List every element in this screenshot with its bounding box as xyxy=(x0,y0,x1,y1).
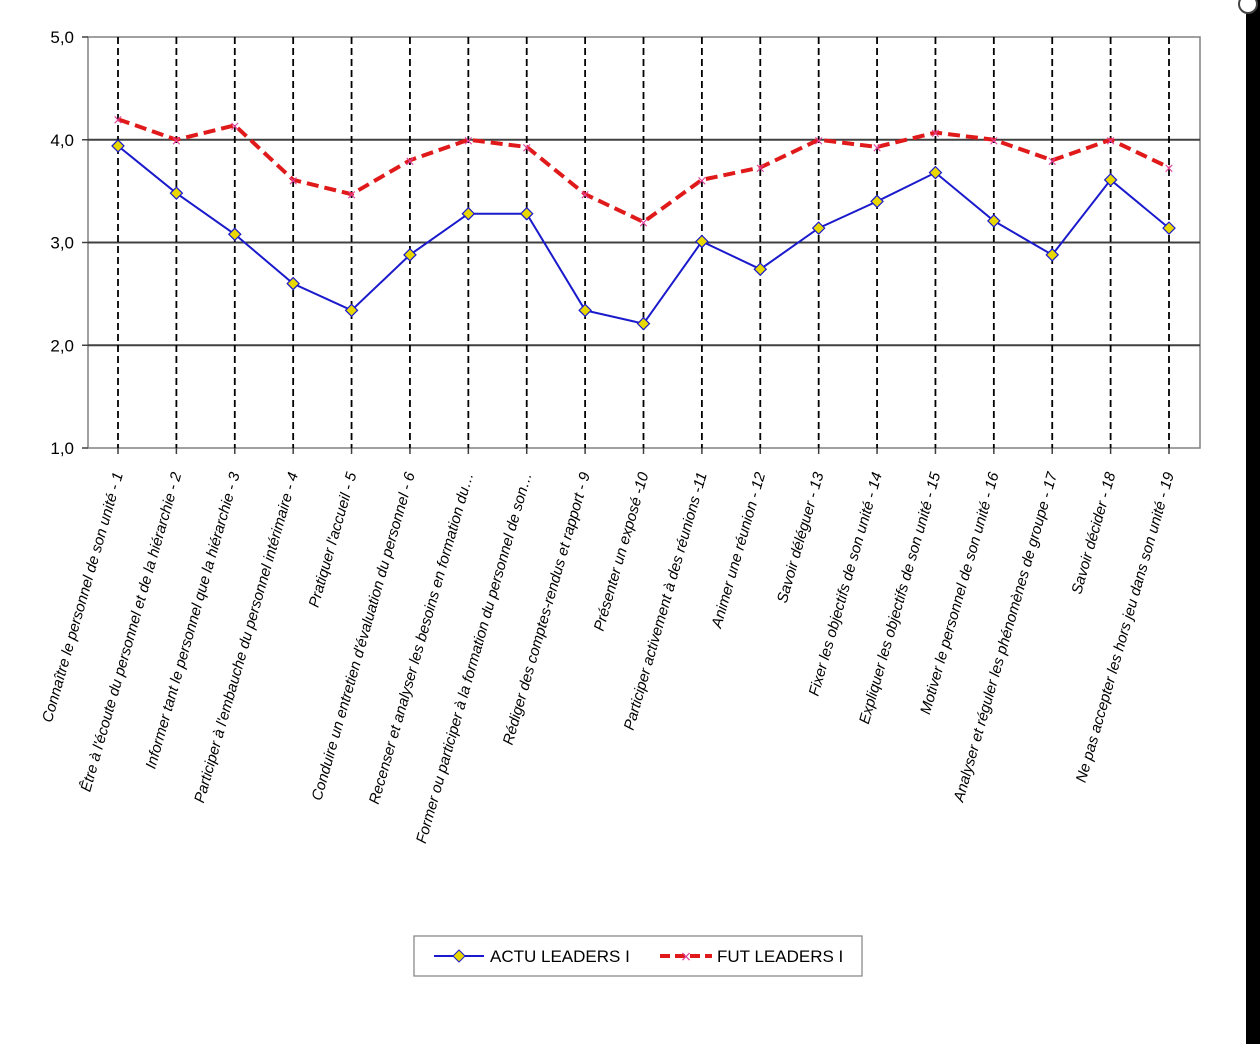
actu-point-6 xyxy=(403,247,417,262)
fut-point-5: × xyxy=(346,188,357,203)
corner-handle xyxy=(1238,0,1258,14)
actu-point-8 xyxy=(519,206,534,221)
fut-point-15: × xyxy=(930,127,941,142)
x-tick-label-13: Savoir déléguer - 13 xyxy=(774,470,828,605)
x-tick-label-12: Animer une réunion - 12 xyxy=(708,470,769,631)
actu-point-1 xyxy=(111,139,125,153)
fut-point-16: × xyxy=(988,134,999,149)
fut-point-18: × xyxy=(1105,134,1116,149)
fut-point-6: × xyxy=(404,154,415,169)
y-axis-ticks: 1,0 2,0 3,0 4,0 5,0 xyxy=(50,28,88,458)
fut-point-3: × xyxy=(229,119,240,134)
fut-point-7: × xyxy=(463,134,474,149)
actu-point-19 xyxy=(1162,221,1176,235)
actu-point-9 xyxy=(578,303,592,318)
fut-point-13: × xyxy=(813,134,824,149)
y-tick-label-1: 2,0 xyxy=(50,336,74,355)
actu-point-14 xyxy=(870,194,884,209)
actu-point-18 xyxy=(1103,172,1118,187)
category-drop-lines xyxy=(117,37,1170,454)
actu-point-16 xyxy=(986,214,1001,228)
x-tick-label-18: Savoir décider - 18 xyxy=(1068,470,1119,596)
actu-point-2 xyxy=(169,186,184,201)
fut-point-11: × xyxy=(696,174,707,189)
legend-fut-marker: × xyxy=(680,949,692,965)
window-edge xyxy=(1246,0,1260,1044)
actu-point-5 xyxy=(344,303,359,318)
y-tick-label-3: 4,0 xyxy=(50,131,74,150)
legend: ACTU LEADERS I × FUT LEADERS I xyxy=(413,935,863,977)
fut-point-9: × xyxy=(580,188,591,203)
fut-point-14: × xyxy=(872,141,883,156)
fut-point-1: × xyxy=(113,113,124,128)
fut-point-19: × xyxy=(1164,161,1175,176)
x-tick-label-5: Pratiquer l'accueil - 5 xyxy=(306,470,361,610)
y-tick-label-0: 1,0 xyxy=(50,439,74,458)
actu-point-4 xyxy=(286,276,301,291)
actu-point-3 xyxy=(227,227,242,242)
x-tick-label-7: Recenser et analyser les besoins en form… xyxy=(366,470,477,806)
x-tick-label-19: Ne pas accepter les hors jeu dans son un… xyxy=(1073,470,1178,785)
x-tick-label-2: Être à l'écoute du personnel et de la hi… xyxy=(78,470,186,794)
series-fut-line xyxy=(117,117,1170,225)
fut-point-8: × xyxy=(521,141,532,156)
legend-actu-marker xyxy=(452,949,466,963)
y-tick-label-4: 5,0 xyxy=(50,28,74,47)
x-tick-label-10: Présenter un exposé -10 xyxy=(591,470,653,633)
fut-point-4: × xyxy=(288,174,299,189)
series-group: × × × × × × × × × × × × × × × × × × × xyxy=(111,113,1176,331)
x-tick-label-8: Former ou participer à la formation du p… xyxy=(413,470,536,845)
fut-point-2: × xyxy=(171,134,182,149)
fut-point-10: × xyxy=(638,216,649,231)
legend-fut-label: FUT LEADERS I xyxy=(717,947,843,966)
actu-point-7 xyxy=(461,206,476,221)
legend-box xyxy=(413,935,863,977)
fut-point-12: × xyxy=(755,161,766,176)
x-tick-label-4: Participer à l'embauche du personnel int… xyxy=(191,470,302,804)
legend-actu-label: ACTU LEADERS I xyxy=(490,947,630,966)
actu-point-12 xyxy=(753,262,768,277)
actu-point-11 xyxy=(695,234,709,249)
fut-point-17: × xyxy=(1047,154,1058,169)
x-tick-label-17: Analyser et réguler les phénomènes de gr… xyxy=(950,470,1061,805)
y-tick-label-2: 3,0 xyxy=(50,234,74,253)
actu-point-17 xyxy=(1045,247,1060,262)
actu-point-10 xyxy=(636,316,651,331)
x-tick-label-6: Conduire un entretien d'évaluation du pe… xyxy=(309,470,419,803)
actu-point-13 xyxy=(811,221,826,235)
actu-point-15 xyxy=(928,165,943,180)
x-axis-labels: Connaître le personnel de son unité - 1Ê… xyxy=(39,470,1178,846)
